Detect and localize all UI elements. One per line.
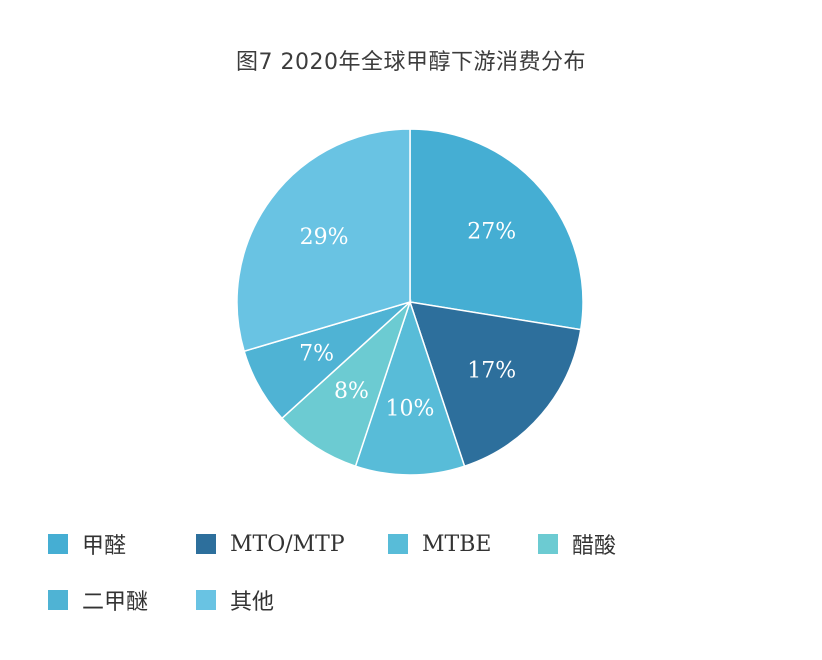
legend-item-1: MTO/MTP [196,530,388,558]
pie-slice-0 [409,128,584,331]
slice-label-5: 29% [300,225,349,250]
chart-title: 图7 2020年全球甲醇下游消费分布 [236,50,586,75]
slice-label-2: 10% [386,396,435,421]
slice-label-0: 27% [467,219,516,244]
pie-slice-3 [280,299,412,468]
legend-item-5: 其他 [196,586,344,615]
legend-label-2: MTBE [422,531,492,557]
pie-slice-1 [408,301,582,468]
pie-slice-5 [236,128,411,353]
slice-label-3: 8% [334,379,369,404]
legend-label-5: 其他 [230,590,275,615]
legend-item-3: 醋酸 [538,530,686,559]
slice-label-4: 7% [299,342,334,367]
legend-swatch-5 [196,590,216,610]
legend-label-4: 二甲醚 [82,590,149,615]
legend-label-0: 甲醛 [82,534,127,559]
legend-label-3: 醋酸 [572,534,617,559]
pie-chart: 27% 17% 10% 8%7% 29% [236,128,584,476]
slice-label-1: 17% [467,359,516,384]
legend-swatch-0 [48,534,68,554]
legend-swatch-4 [48,590,68,610]
chart-legend: 甲醛 MTO/MTP MTBE 醋酸二甲醚 其他 [48,530,788,615]
pie-slice-2 [354,299,466,476]
legend-swatch-3 [538,534,558,554]
legend-item-4: 二甲醚 [48,586,196,615]
legend-swatch-1 [196,534,216,554]
legend-swatch-2 [388,534,408,554]
legend-label-1: MTO/MTP [230,531,345,557]
legend-item-0: 甲醛 [48,530,196,559]
legend-item-2: MTBE [388,530,538,558]
